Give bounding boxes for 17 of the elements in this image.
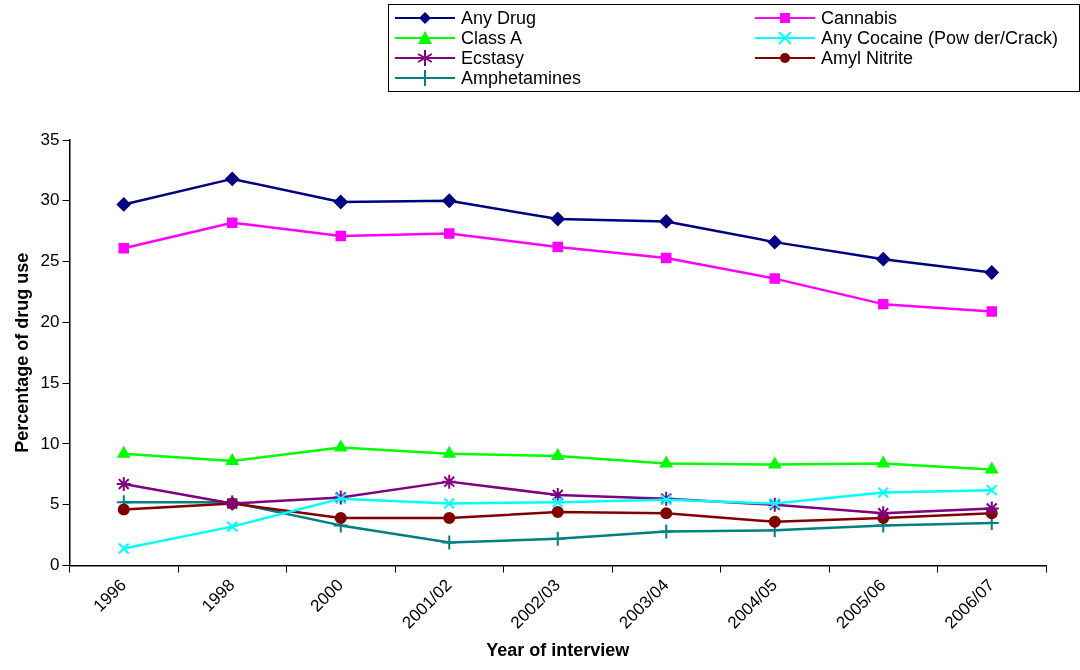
y-tick-label: 20 bbox=[40, 312, 60, 332]
legend-label: Any Cocaine (Pow der/Crack) bbox=[821, 27, 1059, 48]
y-tick-label: 5 bbox=[50, 494, 60, 514]
y-tick-label: 0 bbox=[50, 555, 60, 575]
y-tick-label: 30 bbox=[40, 190, 60, 210]
y-tick-label: 35 bbox=[40, 129, 60, 149]
legend-label: Ecstasy bbox=[461, 47, 525, 68]
y-tick-label: 15 bbox=[40, 372, 60, 392]
legend-label: Amphetamines bbox=[461, 67, 582, 88]
y-tick-label: 10 bbox=[40, 433, 60, 453]
legend-label: Cannabis bbox=[821, 7, 898, 28]
legend-label: Class A bbox=[461, 27, 523, 48]
legend-label: Amyl Nitrite bbox=[821, 47, 914, 68]
y-tick-label: 25 bbox=[40, 251, 60, 271]
x-axis-title: Year of interview bbox=[486, 640, 631, 661]
legend-label: Any Drug bbox=[461, 7, 537, 28]
y-axis-title: Percentage of drug use bbox=[11, 252, 32, 453]
